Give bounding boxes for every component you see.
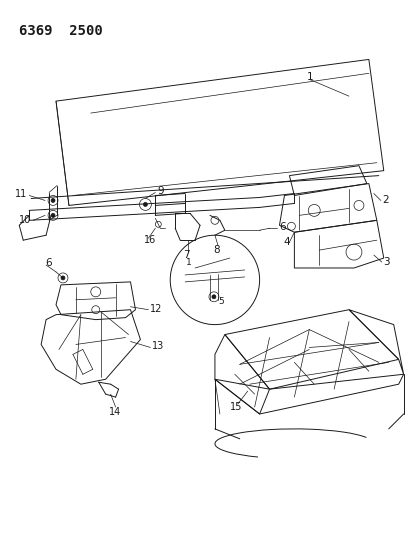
Text: 3: 3 [383, 257, 389, 267]
Text: 5: 5 [218, 297, 224, 306]
Text: 1: 1 [307, 72, 314, 82]
Text: 16: 16 [144, 235, 157, 245]
Text: 13: 13 [152, 342, 164, 351]
Text: 9: 9 [157, 185, 164, 196]
Text: 11: 11 [15, 189, 28, 198]
Circle shape [212, 295, 216, 299]
Text: 10: 10 [19, 215, 31, 225]
Circle shape [51, 198, 55, 203]
Text: 6: 6 [279, 222, 286, 232]
Text: 8: 8 [213, 245, 220, 255]
Circle shape [144, 203, 147, 206]
Text: 6: 6 [45, 258, 52, 268]
Text: 15: 15 [230, 402, 242, 412]
Circle shape [51, 213, 55, 217]
Text: 12: 12 [151, 304, 163, 314]
Text: 2: 2 [382, 196, 388, 205]
Text: 14: 14 [109, 407, 121, 417]
Circle shape [61, 276, 65, 280]
Text: 4: 4 [284, 237, 290, 247]
Text: 7: 7 [183, 250, 190, 260]
Text: 1: 1 [186, 257, 192, 266]
Text: 6369  2500: 6369 2500 [19, 23, 103, 38]
